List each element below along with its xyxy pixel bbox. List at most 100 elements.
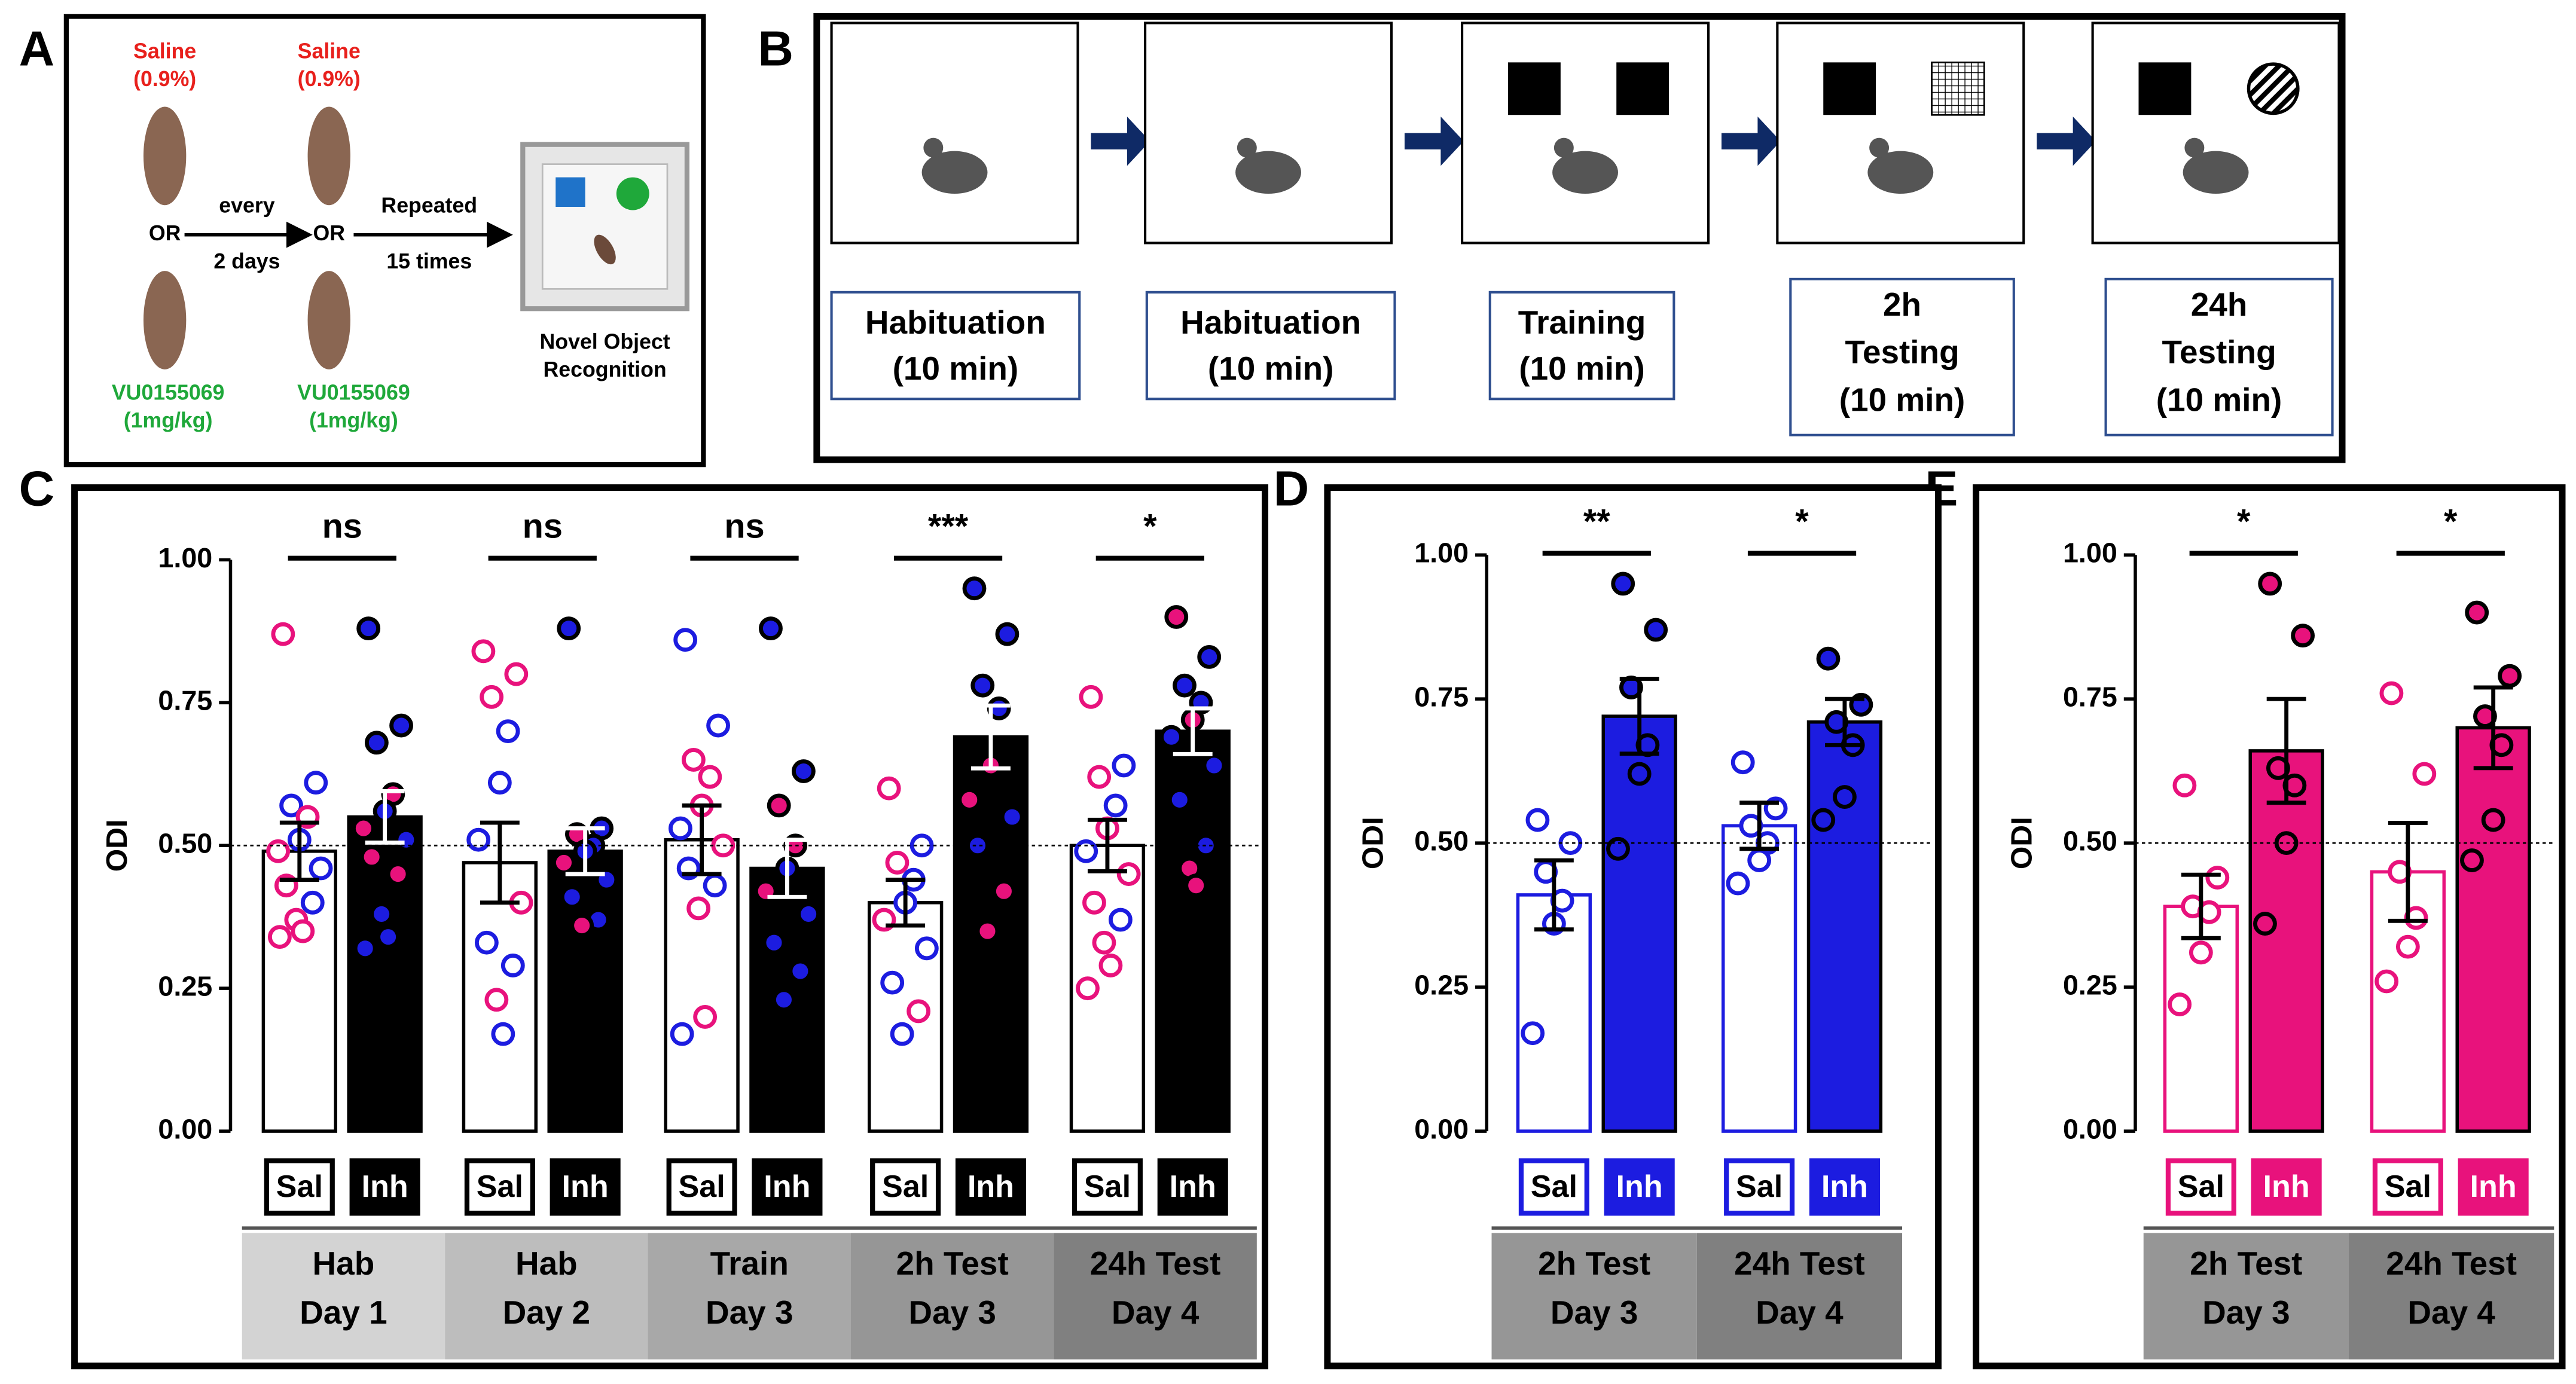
label: (10 min) [2156, 381, 2282, 418]
group-tag-label: Sal [882, 1169, 929, 1204]
data-point [1811, 808, 1836, 832]
data-point [2465, 600, 2489, 625]
arena-screen [1144, 22, 1393, 245]
arena-screen [1461, 22, 1710, 245]
bar [547, 850, 623, 1133]
data-point [2374, 969, 2399, 994]
group-box [2349, 1233, 2554, 1359]
label: Recognition [544, 358, 667, 381]
error-bar [682, 803, 722, 876]
group-box [1696, 1233, 1903, 1359]
group-tag [870, 1158, 941, 1216]
data-point [1074, 839, 1098, 863]
data-point [1112, 753, 1136, 778]
label: Testing [1845, 334, 1959, 371]
label: (1mg/kg) [309, 408, 398, 432]
arrow [2037, 116, 2096, 166]
error-bar [2388, 820, 2428, 923]
bar [664, 838, 740, 1133]
data-point [2168, 992, 2192, 1016]
y-tick-label: 1.00 [2063, 537, 2117, 569]
bar [2455, 726, 2531, 1133]
y-tick-label: 0.25 [1414, 969, 1469, 1000]
panel-letter: D [1274, 462, 1310, 517]
label: Saline [133, 39, 196, 63]
data-point [693, 1005, 718, 1029]
data-point [353, 936, 377, 961]
data-point [474, 930, 499, 955]
group-label: Day 4 [2407, 1294, 2495, 1331]
error-bar [1739, 801, 1780, 851]
group-label: 2h Test [2190, 1245, 2302, 1282]
group-tag-label: Inh [2470, 1169, 2517, 1204]
bar [2248, 749, 2324, 1133]
data-point [1079, 685, 1103, 709]
mouse [1235, 151, 1301, 194]
label: Habituation [1180, 304, 1361, 341]
group-tag [2251, 1158, 2322, 1216]
group-tag [1518, 1158, 1589, 1216]
mouse [1552, 151, 1618, 194]
data-point [1611, 572, 1635, 596]
group-tag-label: Inh [764, 1169, 810, 1204]
data-point [890, 1022, 914, 1046]
label-box [1789, 277, 2015, 436]
y-tick-label: 1.00 [158, 542, 212, 573]
data-point [762, 930, 786, 955]
bar [1155, 729, 1231, 1133]
significance: * [1795, 502, 1809, 540]
data-point [670, 1022, 694, 1046]
group-tag [1724, 1158, 1795, 1216]
significance: ns [322, 507, 362, 545]
label: Novel Object [540, 329, 670, 353]
group-tag [2372, 1158, 2443, 1216]
group-label: 24h Test [1734, 1245, 1865, 1282]
data-point [791, 759, 816, 783]
data-point [356, 616, 381, 641]
error-bar [279, 820, 319, 882]
data-point [759, 616, 783, 641]
group-box [2143, 1233, 2349, 1359]
group-tag-label: Inh [1170, 1169, 1216, 1204]
group-label: 2h Test [1538, 1245, 1650, 1282]
data-point [957, 787, 982, 812]
significance: ns [724, 507, 764, 545]
data-point [2395, 934, 2420, 959]
data-point [471, 639, 496, 664]
group-tag-label: Sal [2178, 1169, 2224, 1204]
data-point [2172, 773, 2197, 798]
label: Testing [2162, 334, 2276, 371]
label: VU0155069 [112, 380, 225, 404]
data-point [1103, 793, 1128, 818]
data-point [386, 862, 410, 886]
data-point [370, 902, 394, 926]
y-tick-label: 0.50 [158, 828, 212, 859]
group-label: Day 3 [706, 1294, 793, 1331]
label: OR [149, 221, 181, 245]
data-point [1816, 646, 1841, 671]
data-point [2412, 762, 2437, 786]
group-tag [2165, 1158, 2236, 1216]
label: every [219, 193, 274, 217]
data-point [364, 731, 389, 755]
arrow [1721, 116, 1781, 166]
data-point [376, 925, 401, 949]
group-box [1491, 1233, 1697, 1359]
data-point [1082, 890, 1106, 915]
group-tag [349, 1158, 420, 1216]
label-box [1488, 291, 1675, 401]
significance: ** [1583, 502, 1610, 540]
bar [867, 901, 944, 1133]
y-axis-label: ODI [2005, 817, 2038, 869]
data-point [2379, 681, 2404, 705]
group-tag-label: Inh [1821, 1169, 1868, 1204]
mouse-ear [2184, 138, 2205, 158]
data-point [504, 662, 529, 686]
y-axis-label: ODI [100, 819, 133, 872]
label-box [2104, 277, 2334, 436]
group-label: Day 2 [503, 1294, 591, 1331]
object [556, 177, 585, 207]
error-bar [480, 820, 520, 905]
group-tag [264, 1158, 335, 1216]
